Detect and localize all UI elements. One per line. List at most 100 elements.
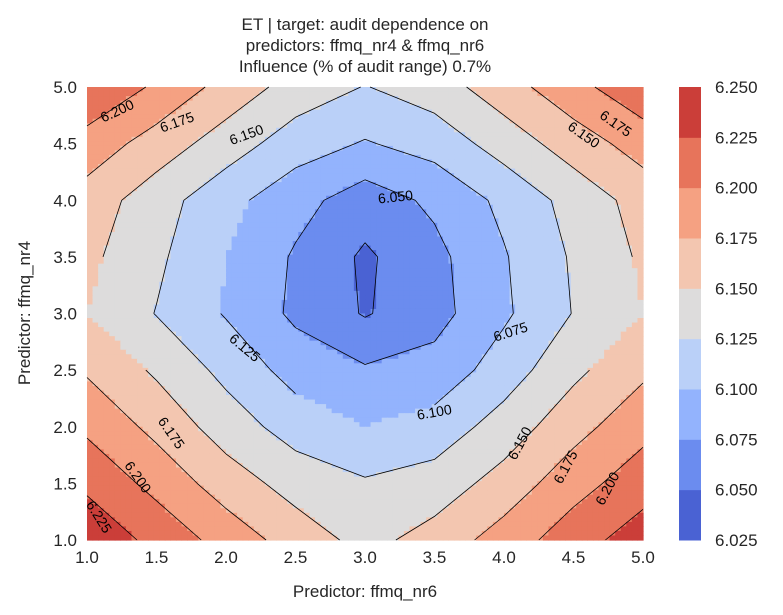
- contour-fill-cell: [242, 195, 249, 201]
- contour-fill-cell: [565, 168, 572, 174]
- contour-fill-cell: [615, 209, 622, 215]
- contour-fill-cell: [381, 259, 388, 265]
- contour-fill-cell: [415, 218, 422, 224]
- contour-fill-cell: [359, 145, 366, 152]
- contour-fill-cell: [509, 295, 516, 301]
- contour-fill-cell: [542, 91, 550, 97]
- contour-fill-cell: [198, 259, 205, 265]
- contour-fill-cell: [142, 263, 149, 269]
- contour-fill-cell: [526, 263, 533, 269]
- contour-fill-cell: [459, 277, 466, 283]
- contour-fill-cell: [459, 141, 466, 147]
- contour-fill-cell: [453, 164, 461, 170]
- contour-fill-cell: [526, 114, 533, 120]
- contour-fill-cell: [403, 241, 411, 247]
- contour-fill-cell: [120, 263, 127, 269]
- contour-fill-cell: [87, 304, 94, 310]
- contour-fill-cell: [287, 277, 294, 283]
- contour-fill-cell: [348, 231, 355, 238]
- contour-fill-cell: [214, 263, 222, 269]
- contour-fill-cell: [504, 259, 511, 265]
- contour-fill-cell: [125, 109, 133, 115]
- contour-fill-cell: [92, 263, 99, 269]
- contour-fill-cell: [248, 123, 255, 129]
- contour-fill-cell: [98, 236, 105, 242]
- contour-fill-cell: [487, 272, 494, 278]
- contour-fill-cell: [231, 295, 238, 301]
- contour-fill-cell: [231, 222, 238, 229]
- contour-fill-cell: [326, 173, 333, 179]
- contour-fill-cell: [131, 209, 138, 215]
- contour-fill-cell: [604, 254, 611, 260]
- contour-fill-cell: [415, 272, 422, 278]
- contour-fill-cell: [492, 91, 500, 97]
- contour-fill-cell: [631, 87, 639, 93]
- contour-fill-cell: [142, 127, 149, 133]
- contour-fill-cell: [148, 250, 155, 256]
- contour-fill-cell: [242, 200, 249, 206]
- contour-fill-cell: [175, 150, 183, 156]
- contour-fill-cell: [470, 200, 477, 206]
- contour-fill-cell: [437, 308, 444, 315]
- contour-fill-cell: [631, 304, 639, 310]
- contour-fill-cell: [292, 231, 299, 238]
- contour-fill-cell: [487, 127, 494, 133]
- contour-fill-cell: [626, 295, 633, 301]
- contour-fill-cell: [476, 87, 483, 93]
- contour-fill-cell: [326, 209, 333, 215]
- contour-fill-cell: [370, 268, 377, 274]
- contour-fill-cell: [420, 231, 427, 238]
- contour-fill-cell: [509, 105, 516, 111]
- contour-fill-cell: [581, 96, 588, 102]
- contour-fill-cell: [131, 132, 138, 138]
- contour-fill-cell: [276, 195, 283, 201]
- contour-fill-cell: [481, 213, 488, 219]
- contour-fill-cell: [359, 114, 366, 120]
- contour-fill-cell: [559, 154, 566, 161]
- contour-fill-cell: [470, 231, 477, 238]
- contour-fill-cell: [615, 263, 622, 269]
- contour-fill-cell: [137, 245, 144, 251]
- contour-fill-cell: [303, 218, 310, 224]
- contour-fill-cell: [365, 259, 372, 265]
- contour-fill-cell: [309, 277, 316, 283]
- contour-fill-cell: [431, 177, 438, 183]
- contour-fill-cell: [326, 245, 333, 251]
- contour-fill-cell: [581, 227, 588, 233]
- contour-fill-cell: [153, 186, 160, 192]
- contour-fill-cell: [270, 236, 277, 242]
- contour-fill-cell: [131, 195, 138, 201]
- contour-fill-cell: [248, 87, 255, 93]
- contour-fill-cell: [248, 222, 255, 229]
- contour-fill-cell: [270, 281, 277, 287]
- contour-fill-cell: [570, 177, 577, 183]
- contour-fill-cell: [520, 186, 527, 192]
- contour-fill-cell: [520, 227, 527, 233]
- contour-fill-cell: [253, 268, 260, 274]
- contour-fill-cell: [487, 186, 494, 192]
- contour-fill-cell: [631, 164, 639, 170]
- contour-fill-cell: [276, 191, 283, 197]
- contour-fill-cell: [248, 114, 255, 120]
- contour-fill-cell: [337, 173, 344, 179]
- contour-fill-cell: [203, 290, 210, 296]
- contour-fill-cell: [181, 218, 188, 224]
- contour-fill-cell: [426, 250, 433, 256]
- contour-fill-cell: [392, 250, 399, 256]
- contour-fill-cell: [298, 250, 305, 256]
- contour-fill-cell: [554, 87, 561, 93]
- contour-fill-cell: [337, 141, 344, 147]
- contour-fill-cell: [175, 182, 183, 188]
- contour-fill-cell: [598, 295, 605, 301]
- contour-fill-cell: [526, 227, 533, 233]
- contour-fill-cell: [531, 173, 538, 179]
- contour-fill-cell: [359, 195, 366, 201]
- contour-fill-cell: [142, 236, 149, 242]
- contour-fill-cell: [120, 290, 127, 296]
- contour-fill-cell: [498, 118, 505, 124]
- contour-fill-cell: [465, 159, 472, 165]
- contour-fill-cell: [587, 154, 594, 161]
- contour-fill-cell: [548, 254, 555, 260]
- contour-fill-cell: [409, 177, 416, 183]
- contour-fill-cell: [437, 191, 444, 197]
